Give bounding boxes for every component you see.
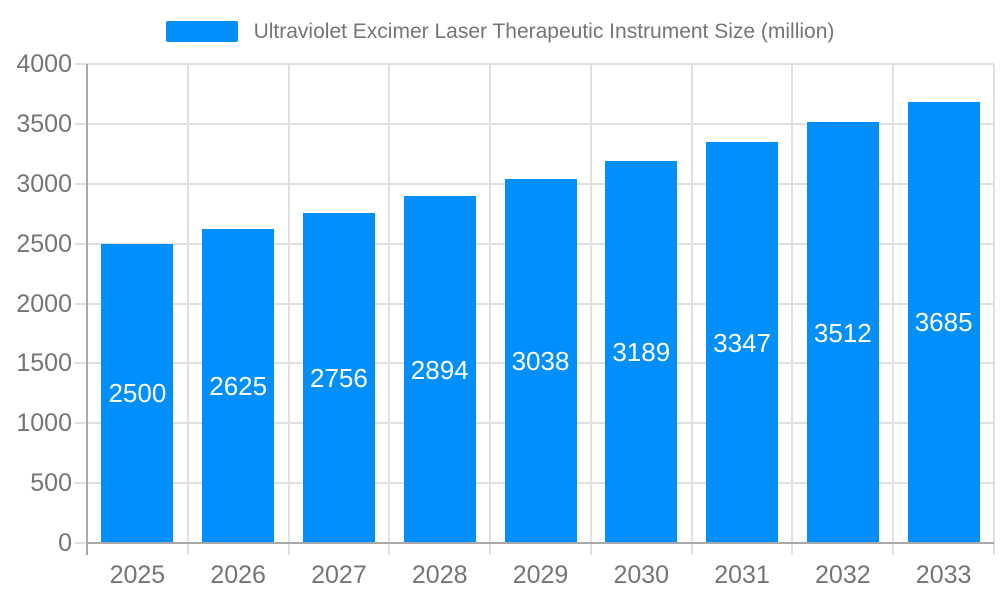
x-tick-mark (892, 543, 895, 555)
legend-item[interactable]: Ultraviolet Excimer Laser Therapeutic In… (0, 16, 1000, 46)
gridline-vertical (186, 64, 189, 543)
y-axis-label: 0 (58, 529, 72, 557)
x-tick-mark (489, 543, 492, 555)
bar-value-label: 3038 (511, 346, 570, 377)
y-tick-mark (75, 542, 87, 544)
y-tick-mark (75, 302, 87, 305)
gridline-vertical (993, 64, 995, 543)
gridline-horizontal (87, 63, 994, 65)
x-axis-label: 2030 (613, 561, 670, 589)
y-axis-label: 4000 (16, 50, 72, 78)
y-tick-mark (75, 122, 87, 125)
x-axis-line (87, 542, 994, 544)
x-tick-mark (186, 543, 189, 555)
x-axis-label: 2028 (411, 561, 468, 589)
legend-label: Ultraviolet Excimer Laser Therapeutic In… (253, 19, 835, 43)
x-tick-mark (589, 543, 592, 555)
bar[interactable]: 3347 (706, 142, 779, 543)
y-axis-label: 2500 (16, 229, 72, 258)
y-tick-mark (75, 482, 87, 485)
x-tick-mark (388, 543, 391, 555)
x-tick-mark (993, 543, 995, 555)
gridline-vertical (892, 64, 895, 543)
bar[interactable]: 3189 (605, 161, 678, 543)
legend-swatch-icon (165, 20, 238, 42)
y-axis-label: 3000 (16, 169, 72, 198)
y-axis-label: 2000 (16, 289, 72, 318)
x-axis-label: 2025 (109, 561, 166, 589)
x-axis-label: 2029 (512, 561, 569, 589)
y-tick-mark (75, 182, 87, 185)
y-axis-label: 3500 (16, 109, 72, 138)
gridline-vertical (791, 64, 794, 543)
bar-value-label: 3347 (713, 327, 771, 358)
gridline-vertical (690, 64, 693, 543)
bar-value-label: 2625 (209, 370, 268, 401)
x-tick-mark (791, 543, 794, 555)
y-tick-mark (75, 242, 87, 245)
bar[interactable]: 2500 (101, 243, 174, 543)
bar[interactable]: 2894 (403, 196, 476, 543)
bar[interactable]: 2625 (202, 228, 275, 543)
gridline-horizontal (87, 122, 994, 125)
x-axis-label: 2033 (915, 561, 972, 589)
bar-value-label: 3512 (813, 317, 872, 348)
gridline-vertical (489, 64, 492, 543)
bar[interactable]: 3512 (806, 122, 879, 543)
bar-value-label: 3685 (914, 307, 973, 338)
x-tick-mark (287, 543, 290, 555)
gridline-vertical (287, 64, 290, 543)
y-axis-label: 1000 (16, 409, 72, 438)
y-tick-mark (75, 63, 87, 65)
gridline-vertical (388, 64, 391, 543)
y-tick-mark (75, 362, 87, 365)
bar-value-label: 2500 (108, 378, 167, 409)
y-axis-label: 1500 (16, 349, 72, 378)
x-tick-mark (690, 543, 693, 555)
bar[interactable]: 2756 (302, 212, 375, 543)
x-axis-label: 2026 (210, 561, 266, 589)
x-axis-label: 2032 (815, 561, 871, 589)
y-axis-label: 500 (30, 469, 72, 498)
bar-value-label: 2756 (310, 362, 368, 393)
x-axis-label: 2031 (714, 561, 770, 589)
gridline-vertical (589, 64, 592, 543)
bar-value-label: 3189 (612, 337, 671, 368)
x-axis-label: 2027 (311, 561, 367, 589)
bar-value-label: 2894 (410, 354, 469, 385)
bar[interactable]: 3685 (907, 101, 980, 543)
y-axis-line (86, 64, 88, 555)
y-tick-mark (75, 422, 87, 425)
bar[interactable]: 3038 (504, 179, 577, 543)
